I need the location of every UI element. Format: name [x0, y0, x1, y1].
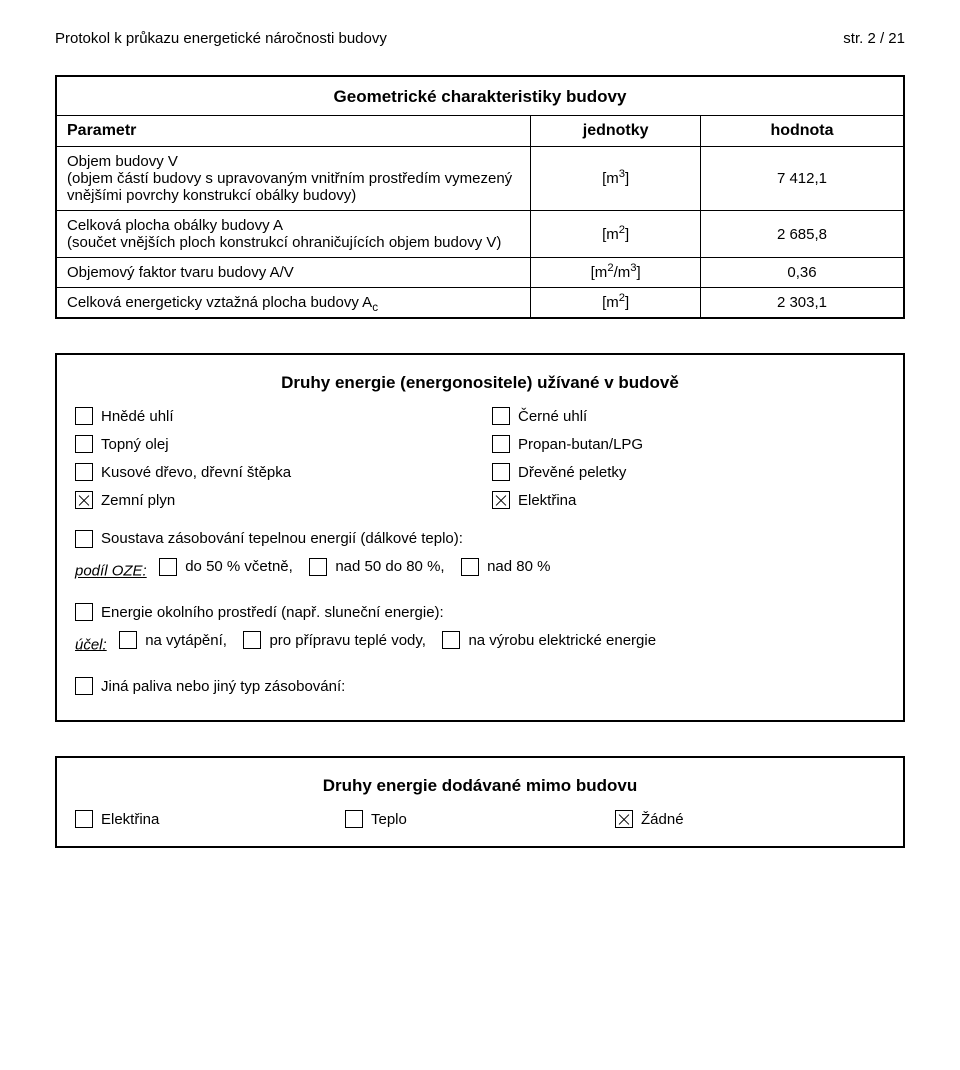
district-heat-block: Soustava zásobování tepelnou energií (dá…	[75, 527, 885, 583]
page-header: Protokol k průkazu energetické náročnost…	[55, 30, 905, 47]
exported-label: Elektřina	[101, 811, 159, 828]
geom-label: Celková energeticky vztažná plocha budov…	[56, 288, 531, 319]
table-head-row: Parametr jednotky hodnota	[56, 116, 904, 147]
fuel-item: Propan-butan/LPG	[492, 435, 885, 453]
fuels-title: Druhy energie (energonositele) užívané v…	[75, 373, 885, 393]
checkbox-icon[interactable]	[75, 810, 93, 828]
district-share-label: podíl OZE:	[75, 563, 147, 580]
header-right: str. 2 / 21	[843, 30, 905, 47]
checkbox-icon[interactable]	[119, 631, 137, 649]
exported-label: Teplo	[371, 811, 407, 828]
checkbox-icon[interactable]	[75, 603, 93, 621]
exported-title: Druhy energie dodávané mimo budovu	[75, 776, 885, 796]
checkbox-icon[interactable]	[492, 463, 510, 481]
fuel-label: Hnědé uhlí	[101, 408, 174, 425]
checkbox-icon[interactable]	[309, 558, 327, 576]
checkbox-icon[interactable]	[615, 810, 633, 828]
table-row: Objemový faktor tvaru budovy A/V [m2/m3]…	[56, 258, 904, 288]
fuel-label: Kusové dřevo, dřevní štěpka	[101, 464, 291, 481]
checkbox-icon[interactable]	[442, 631, 460, 649]
geom-value: 0,36	[700, 258, 904, 288]
exported-energy-section: Druhy energie dodávané mimo budovu Elekt…	[55, 756, 905, 848]
district-opt: nad 80 %	[487, 555, 550, 578]
ambient-purpose-label: účel:	[75, 636, 107, 653]
checkbox-icon[interactable]	[159, 558, 177, 576]
checkbox-icon[interactable]	[75, 463, 93, 481]
exported-item: Elektřina	[75, 810, 345, 828]
fuel-item: Černé uhlí	[492, 407, 885, 425]
fuels-section: Druhy energie (energonositele) užívané v…	[55, 353, 905, 722]
district-lead: Soustava zásobování tepelnou energií (dá…	[101, 527, 463, 550]
ambient-opt: na výrobu elektrické energie	[468, 629, 656, 652]
other-fuels-label: Jiná paliva nebo jiný typ zásobování:	[101, 675, 345, 698]
header-left: Protokol k průkazu energetické náročnost…	[55, 30, 387, 47]
geom-label: Objem budovy V(objem částí budovy s upra…	[56, 147, 531, 211]
ambient-energy-block: Energie okolního prostředí (např. sluneč…	[75, 601, 885, 657]
col-header-value: hodnota	[700, 116, 904, 147]
fuels-grid: Hnědé uhlí Černé uhlí Topný olej Propan-…	[75, 407, 885, 509]
fuel-label: Dřevěné peletky	[518, 464, 626, 481]
ambient-opt: pro přípravu teplé vody,	[269, 629, 425, 652]
fuel-label: Černé uhlí	[518, 408, 587, 425]
checkbox-icon[interactable]	[345, 810, 363, 828]
geometry-table-title: Geometrické charakteristiky budovy	[56, 76, 904, 116]
geom-unit: [m2]	[531, 288, 701, 319]
checkbox-icon[interactable]	[75, 435, 93, 453]
ambient-opt: na vytápění,	[145, 629, 227, 652]
geom-value: 2 685,8	[700, 211, 904, 258]
fuel-item: Hnědé uhlí	[75, 407, 468, 425]
geom-label: Celková plocha obálky budovy A(součet vn…	[56, 211, 531, 258]
exported-label: Žádné	[641, 811, 684, 828]
checkbox-icon[interactable]	[461, 558, 479, 576]
geom-unit: [m3]	[531, 147, 701, 211]
checkbox-icon[interactable]	[75, 407, 93, 425]
fuel-label: Propan-butan/LPG	[518, 436, 643, 453]
other-fuels-block: Jiná paliva nebo jiný typ zásobování:	[75, 675, 885, 703]
table-row: Objem budovy V(objem částí budovy s upra…	[56, 147, 904, 211]
geom-unit: [m2/m3]	[531, 258, 701, 288]
fuel-item: Topný olej	[75, 435, 468, 453]
col-header-param: Parametr	[56, 116, 531, 147]
geom-value: 7 412,1	[700, 147, 904, 211]
fuel-label: Zemní plyn	[101, 492, 175, 509]
checkbox-icon[interactable]	[75, 677, 93, 695]
fuel-item: Zemní plyn	[75, 491, 468, 509]
district-opt: do 50 % včetně,	[185, 555, 293, 578]
fuel-label: Topný olej	[101, 436, 169, 453]
checkbox-icon[interactable]	[75, 491, 93, 509]
checkbox-icon[interactable]	[243, 631, 261, 649]
geometry-table: Geometrické charakteristiky budovy Param…	[55, 75, 905, 319]
geom-label: Objemový faktor tvaru budovy A/V	[56, 258, 531, 288]
table-row: Celková energeticky vztažná plocha budov…	[56, 288, 904, 319]
checkbox-icon[interactable]	[492, 407, 510, 425]
checkbox-icon[interactable]	[75, 530, 93, 548]
exported-item: Teplo	[345, 810, 615, 828]
fuel-item: Dřevěné peletky	[492, 463, 885, 481]
fuel-label: Elektřina	[518, 492, 576, 509]
ambient-lead: Energie okolního prostředí (např. sluneč…	[101, 601, 444, 624]
fuel-item: Elektřina	[492, 491, 885, 509]
checkbox-icon[interactable]	[492, 435, 510, 453]
checkbox-icon[interactable]	[492, 491, 510, 509]
exported-item: Žádné	[615, 810, 885, 828]
geom-unit: [m2]	[531, 211, 701, 258]
geom-value: 2 303,1	[700, 288, 904, 319]
table-row: Celková plocha obálky budovy A(součet vn…	[56, 211, 904, 258]
col-header-unit: jednotky	[531, 116, 701, 147]
exported-grid: Elektřina Teplo Žádné	[75, 810, 885, 828]
district-opt: nad 50 do 80 %,	[335, 555, 444, 578]
fuel-item: Kusové dřevo, dřevní štěpka	[75, 463, 468, 481]
